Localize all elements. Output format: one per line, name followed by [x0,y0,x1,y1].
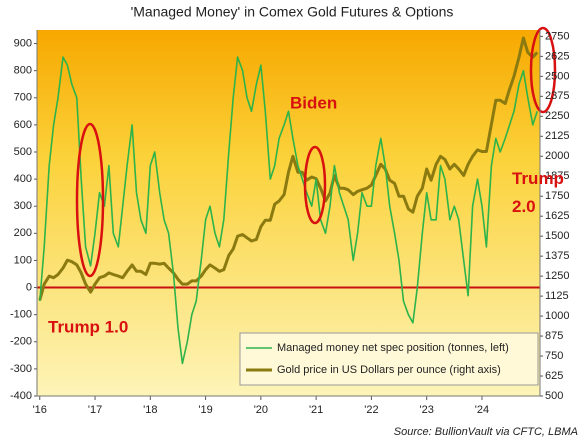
y2-tick-label: 1250 [545,270,569,282]
y2-tick-label: 2375 [545,90,569,102]
x-tick-label: '21 [309,404,323,416]
x-tick-label: '20 [254,404,268,416]
y2-tick-label: 750 [545,350,563,362]
y-tick-label: 500 [14,146,32,158]
y-tick-label: 100 [14,254,32,266]
y-tick-label: -300 [10,363,32,375]
y2-tick-label: 1000 [545,310,569,322]
series-line [38,36,539,301]
y-tick-label: -400 [10,390,32,402]
y-tick-label: 400 [14,173,32,185]
x-tick-label: '18 [143,404,157,416]
y2-tick-label: 1625 [545,210,569,222]
y2-tick-label: 2750 [545,30,569,42]
y2-tick-label: 2625 [545,50,569,62]
marks [37,36,540,365]
y2-tick-label: 2500 [545,70,569,82]
y-tick-label: 300 [14,200,32,212]
y-tick-label: 900 [14,37,32,49]
y2-tick-label: 1500 [545,230,569,242]
y-tick-label: 800 [14,65,32,77]
x-tick-label: '23 [420,404,434,416]
y-tick-label: -200 [10,336,32,348]
annotation: Trump 1.0 [48,317,128,336]
highlight-ellipse [303,145,327,225]
y2-tick-label: 625 [545,370,563,382]
y-tick-label: -100 [10,309,32,321]
y2-tick-label: 500 [545,390,563,402]
x-tick-label: '24 [475,404,489,416]
y2-tick-label: 2125 [545,130,569,142]
highlight-ellipse [529,26,557,114]
legend-box [239,332,539,386]
x-tick-label: '19 [198,404,212,416]
y2-tick-label: 875 [545,330,563,342]
legend-label: Gold price in US Dollars per ounce (righ… [277,364,501,376]
x-tick-label: '16 [33,404,47,416]
chart-title: 'Managed Money' in Comex Gold Futures & … [131,4,454,20]
y-tick-label: 0 [26,281,32,293]
x-tick-label: '22 [364,404,378,416]
y2-tick-label: 1125 [545,290,569,302]
legend-label: Managed money net spec position (tonnes,… [277,342,509,354]
x-tick-label: '17 [88,404,102,416]
series-line [39,56,538,365]
y-tick-label: 700 [14,92,32,104]
y2-tick-label: 1750 [545,190,569,202]
annotation: Trump 2.0 [512,169,564,216]
y-tick-label: 200 [14,227,32,239]
highlight-ellipse [75,122,105,278]
y2-tick-label: 2250 [545,110,569,122]
annotation: Biden [290,93,337,112]
y2-tick-label: 1875 [545,170,569,182]
y2-tick-label: 2000 [545,150,569,162]
source: Source: BullionVault via CFTC, LBMA [394,426,578,438]
y-tick-label: 600 [14,119,32,131]
y2-tick-label: 1375 [545,250,569,262]
